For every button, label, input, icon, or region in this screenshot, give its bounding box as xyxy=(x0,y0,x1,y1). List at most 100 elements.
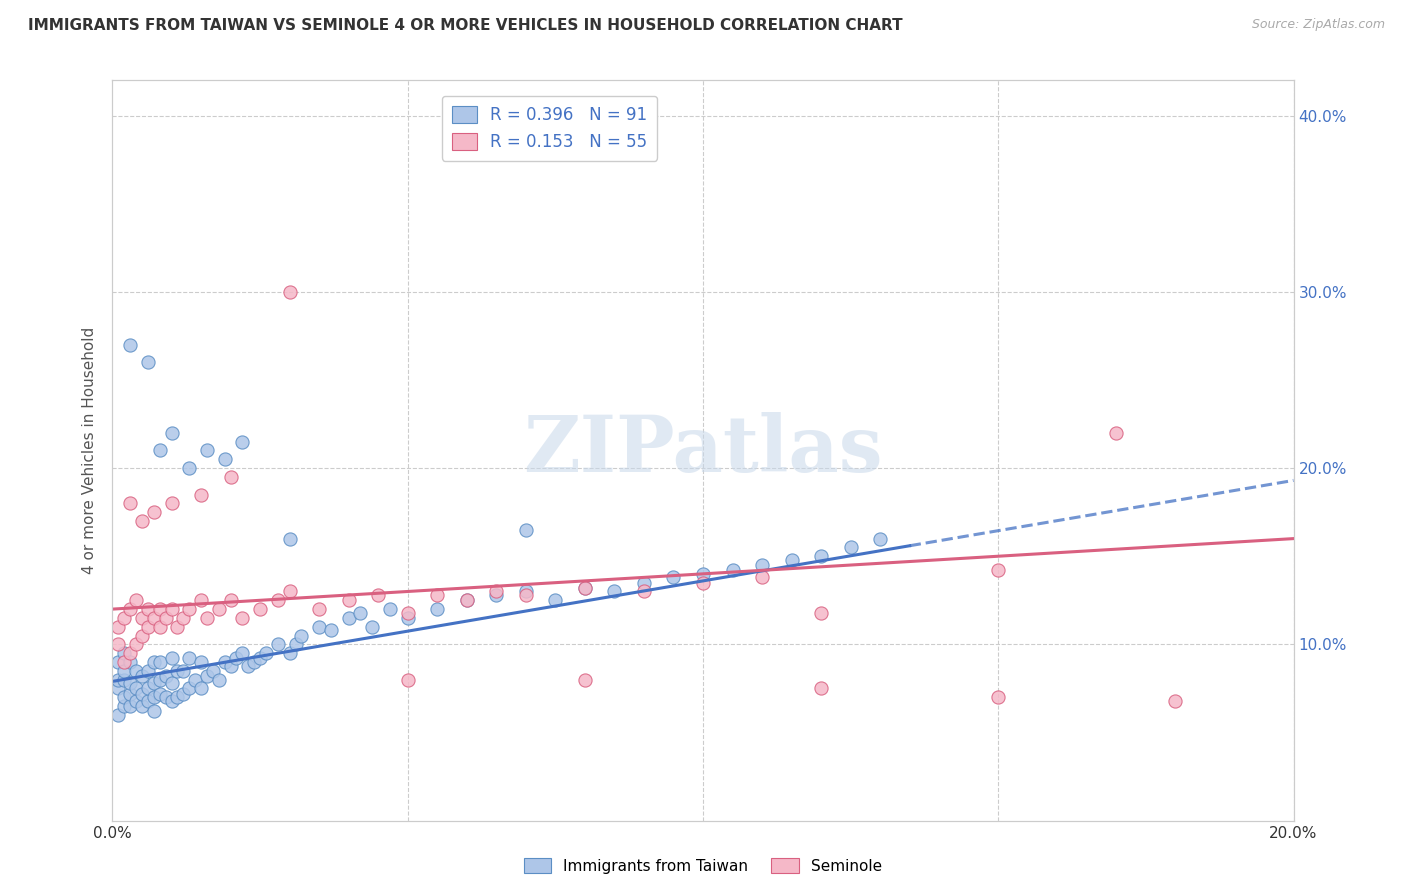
Point xyxy=(780,553,803,567)
Point xyxy=(214,655,236,669)
Point xyxy=(839,541,862,555)
Point xyxy=(112,673,135,687)
Point xyxy=(810,681,832,696)
Point xyxy=(662,570,685,584)
Legend: R = 0.396   N = 91, R = 0.153   N = 55: R = 0.396 N = 91, R = 0.153 N = 55 xyxy=(441,96,657,161)
Point xyxy=(120,687,142,701)
Point xyxy=(112,664,135,678)
Point xyxy=(426,588,449,602)
Point xyxy=(172,664,194,678)
Point xyxy=(136,681,159,696)
Point xyxy=(751,570,773,584)
Point xyxy=(131,514,153,528)
Point xyxy=(160,694,183,708)
Point xyxy=(190,655,212,669)
Point xyxy=(190,593,212,607)
Point xyxy=(149,620,172,634)
Point xyxy=(120,699,142,714)
Point xyxy=(231,646,253,660)
Text: ZIPatlas: ZIPatlas xyxy=(523,412,883,489)
Point xyxy=(190,681,212,696)
Point xyxy=(120,676,142,690)
Point xyxy=(125,637,148,651)
Point xyxy=(337,593,360,607)
Point xyxy=(190,487,212,501)
Point xyxy=(166,620,188,634)
Point xyxy=(142,655,165,669)
Point xyxy=(249,602,271,616)
Point xyxy=(160,496,183,510)
Point xyxy=(149,602,172,616)
Point xyxy=(396,673,419,687)
Point xyxy=(112,699,135,714)
Point xyxy=(396,611,419,625)
Point xyxy=(149,655,172,669)
Point xyxy=(172,687,194,701)
Point xyxy=(225,651,247,665)
Point xyxy=(515,588,537,602)
Point xyxy=(319,624,342,638)
Point xyxy=(136,620,159,634)
Point xyxy=(166,690,188,705)
Point xyxy=(131,669,153,683)
Point xyxy=(987,690,1010,705)
Point xyxy=(125,681,148,696)
Point xyxy=(149,443,172,458)
Point xyxy=(136,694,159,708)
Point xyxy=(195,669,218,683)
Point xyxy=(120,655,142,669)
Point xyxy=(238,658,260,673)
Point xyxy=(179,651,201,665)
Point xyxy=(544,593,567,607)
Point xyxy=(254,646,277,660)
Point xyxy=(869,532,891,546)
Point xyxy=(633,575,655,590)
Point xyxy=(214,452,236,467)
Point xyxy=(136,355,159,369)
Point xyxy=(131,611,153,625)
Point xyxy=(810,606,832,620)
Point xyxy=(172,611,194,625)
Point xyxy=(308,620,330,634)
Point xyxy=(751,558,773,572)
Point xyxy=(142,676,165,690)
Point xyxy=(574,581,596,595)
Point xyxy=(201,664,224,678)
Point xyxy=(1105,425,1128,440)
Point xyxy=(155,669,177,683)
Point xyxy=(692,566,714,581)
Point xyxy=(515,584,537,599)
Point xyxy=(136,664,159,678)
Point xyxy=(721,563,744,577)
Point xyxy=(160,425,183,440)
Point xyxy=(208,602,231,616)
Point xyxy=(166,664,188,678)
Point xyxy=(120,337,142,351)
Point xyxy=(120,602,142,616)
Point xyxy=(243,655,266,669)
Point xyxy=(160,651,183,665)
Point xyxy=(231,611,253,625)
Point xyxy=(278,285,301,299)
Text: IMMIGRANTS FROM TAIWAN VS SEMINOLE 4 OR MORE VEHICLES IN HOUSEHOLD CORRELATION C: IMMIGRANTS FROM TAIWAN VS SEMINOLE 4 OR … xyxy=(28,18,903,33)
Point xyxy=(278,584,301,599)
Point xyxy=(485,588,508,602)
Point xyxy=(485,584,508,599)
Point xyxy=(125,694,148,708)
Point xyxy=(142,505,165,519)
Point xyxy=(308,602,330,616)
Point xyxy=(692,575,714,590)
Point xyxy=(131,699,153,714)
Point xyxy=(337,611,360,625)
Point xyxy=(155,611,177,625)
Point xyxy=(107,655,129,669)
Point xyxy=(112,690,135,705)
Point xyxy=(987,563,1010,577)
Point xyxy=(290,628,312,642)
Point xyxy=(142,704,165,718)
Point xyxy=(208,673,231,687)
Point xyxy=(125,593,148,607)
Point xyxy=(267,593,290,607)
Point xyxy=(267,637,290,651)
Point xyxy=(633,584,655,599)
